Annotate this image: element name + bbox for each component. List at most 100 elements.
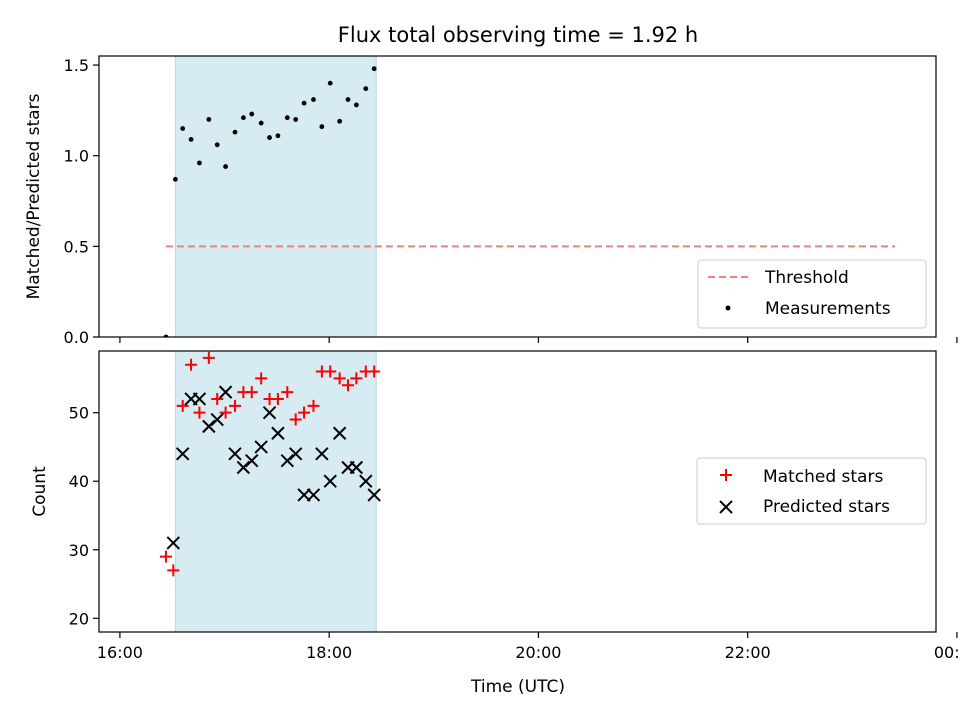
predicted-star-point (315, 447, 329, 461)
measurement-point (214, 142, 220, 148)
predicted-star-point (202, 419, 216, 434)
matched-star-point (271, 392, 284, 405)
matched-star-point (289, 413, 302, 426)
measurement-point (258, 120, 264, 126)
predicted-star-point (359, 474, 373, 488)
plot-area (159, 351, 381, 577)
matched-star-point (342, 379, 355, 392)
measurement-point (284, 115, 290, 121)
matched-star-point (350, 372, 363, 385)
matched-star-point (281, 386, 294, 399)
matched-star-point (255, 372, 268, 385)
measurement-point (180, 126, 186, 131)
predicted-star-point (306, 488, 321, 502)
predicted-star-point (332, 426, 347, 440)
bottom-legend: Matched stars Predicted stars (696, 457, 927, 525)
measurement-point (249, 111, 255, 117)
legend-measurements-label: Measurements (765, 299, 891, 319)
matched-star-point (307, 399, 320, 412)
y-tick-label: 1.0 (64, 147, 89, 166)
matched-star-point (185, 358, 198, 371)
measurement-point (188, 136, 194, 142)
predicted-star-point (166, 536, 180, 550)
predicted-star-point (280, 453, 295, 468)
predicted-star-point (175, 447, 190, 461)
y-tick-label: 0.5 (64, 237, 89, 256)
y-axis-label: Count (30, 466, 50, 517)
measurement-point (363, 86, 369, 92)
matched-star-point (324, 365, 337, 378)
legend-predicted-label: Predicted stars (763, 497, 890, 517)
measurement-point (327, 80, 333, 86)
legend-threshold-label: Threshold (764, 268, 849, 288)
matched-star-point (219, 406, 232, 419)
chart-title: Flux total observing time = 1.92 h (338, 23, 698, 47)
predicted-star-point (210, 412, 224, 427)
x-axis-label: Time (UTC) (470, 677, 565, 697)
observing-window-shade (174, 350, 377, 633)
matched-star-point (333, 372, 346, 385)
measurement-point (311, 97, 316, 102)
y-tick-label: 30 (69, 541, 89, 560)
predicted-star-point (192, 392, 207, 406)
measurement-point (197, 160, 202, 166)
matched-star-point (159, 550, 172, 563)
x-tick-label: 18:00 (306, 643, 352, 662)
measurement-point (293, 117, 299, 122)
matched-star-point (202, 351, 215, 364)
predicted-star-point (236, 460, 251, 475)
y-tick-label: 1.5 (64, 56, 89, 75)
matched-star-point (167, 564, 180, 577)
predicted-star-point (262, 405, 277, 420)
measurement-point (371, 66, 377, 72)
predicted-star-point (288, 447, 303, 461)
top-panel: 0.0 0.5 1.0 1.5 Matched/Predicted stars (24, 55, 958, 347)
predicted-star-point (271, 426, 285, 440)
matched-star-point (211, 392, 224, 405)
measurement-point (275, 133, 281, 139)
predicted-star-point (245, 453, 259, 468)
predicted-star-point (228, 447, 242, 461)
measurement-point (223, 164, 228, 169)
y-tick-label: 20 (69, 609, 89, 628)
legend-matched-label: Matched stars (763, 467, 883, 487)
matched-star-point (229, 399, 242, 412)
legend-measurements-swatch (725, 305, 731, 311)
y-tick-label: 50 (69, 404, 89, 423)
predicted-star-point (323, 474, 337, 488)
measurement-point (353, 102, 359, 108)
predicted-star-point (218, 385, 233, 399)
plot-area (163, 66, 895, 337)
measurement-point (172, 176, 178, 182)
observing-window-shade (174, 55, 377, 338)
measurement-point (267, 135, 272, 140)
matched-star-point (193, 406, 206, 419)
top-legend: Threshold Measurements (697, 259, 927, 329)
bottom-legend-frame (696, 457, 927, 525)
axes-frame (98, 55, 937, 338)
x-tick-label: 20:00 (515, 643, 561, 662)
legend-matched-swatch (720, 469, 732, 481)
predicted-star-point (297, 488, 311, 502)
measurement-point (232, 129, 238, 135)
measurement-point (240, 115, 246, 121)
x-tick-label: 22:00 (725, 643, 771, 662)
axes-frame (98, 350, 937, 633)
predicted-star-point (349, 460, 364, 475)
y-tick-label: 0.0 (64, 328, 89, 347)
predicted-star-point (367, 488, 381, 502)
matched-star-point (245, 386, 258, 399)
measurement-point (301, 100, 307, 106)
measurement-point (319, 124, 325, 130)
matched-star-point (298, 406, 311, 419)
x-tick-label: 16:00 (97, 643, 143, 662)
bottom-panel: 2030405016:0018:0020:0022:0000:0002:0004… (30, 350, 960, 662)
y-axis-label: Matched/Predicted stars (24, 93, 44, 299)
legend-predicted-swatch (719, 500, 733, 514)
y-tick-label: 40 (69, 472, 89, 491)
top-legend-frame (697, 259, 927, 329)
measurement-point (337, 118, 343, 124)
matched-star-point (368, 365, 381, 378)
measurement-point (206, 117, 212, 122)
